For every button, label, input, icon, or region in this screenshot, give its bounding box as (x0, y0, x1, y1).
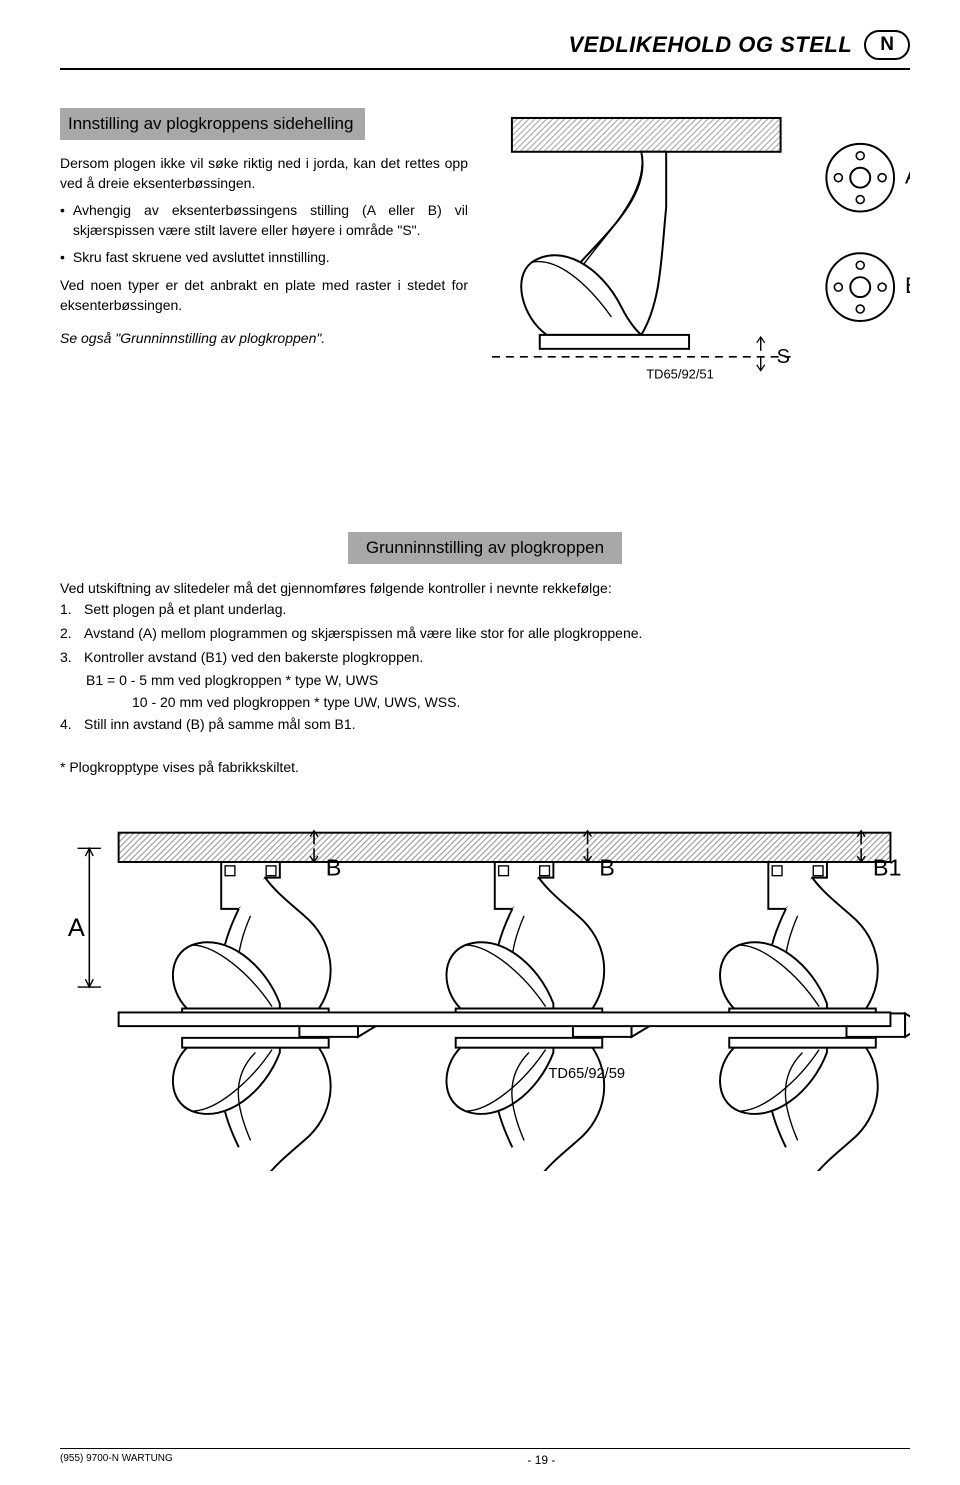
section2-sub2: 10 - 20 mm ved plogkroppen * type UW, UW… (60, 692, 910, 714)
section1-p2: Ved noen typer er det anbrakt en plate m… (60, 276, 468, 315)
section2-heading: Grunninnstilling av plogkroppen (348, 532, 622, 564)
figure-1: A B S (492, 108, 910, 407)
section2-item1: 1. Sett plogen på et plant underlag. (60, 599, 910, 621)
figure2-label-b: B (599, 855, 615, 881)
item-text: Still inn avstand (B) på samme mål som B… (84, 714, 356, 736)
page-header: VEDLIKEHOLD OG STELL N (60, 30, 910, 60)
section2-body: Ved utskiftning av slitedeler må det gje… (60, 578, 910, 780)
detail-a (826, 144, 894, 212)
item-text: Kontroller avstand (B1) ved den bakerste… (84, 647, 423, 669)
header-badge: N (864, 30, 910, 60)
section2-heading-wrap: Grunninnstilling av plogkroppen (60, 532, 910, 564)
figure1-caption: TD65/92/51 (646, 367, 714, 382)
section1-b1-text: Avhengig av eksenterbøssingens stilling … (73, 201, 468, 240)
item-num: 4. (60, 714, 78, 736)
section1-text-column: Innstilling av plogkroppens sidehelling … (60, 108, 468, 412)
section1-figure-column: A B S (492, 108, 910, 412)
section2-footnote: * Plogkropptype vises på fabrikkskiltet. (60, 757, 910, 779)
footer-page-number: - 19 - (527, 1453, 555, 1467)
section1-bullet1: • Avhengig av eksenterbøssingens stillin… (60, 201, 468, 240)
section1-body: Dersom plogen ikke vil søke riktig ned i… (60, 154, 468, 349)
figure2-label-b1: B1 (873, 855, 902, 881)
item-text: Avstand (A) mellom plogrammen og skjærsp… (84, 623, 642, 645)
page-footer: (955) 9700-N WARTUNG - 19 - (60, 1448, 910, 1467)
section1-bullet2: • Skru fast skruene ved avsluttet innsti… (60, 248, 468, 268)
item-num: 1. (60, 599, 78, 621)
figure1-label-b: B (905, 273, 910, 298)
footer-left: (955) 9700-N WARTUNG (60, 1453, 173, 1467)
figure2-caption: TD65/92/59 (549, 1066, 626, 1082)
detail-b (826, 253, 894, 321)
section2-item4: 4. Still inn avstand (B) på samme mål so… (60, 714, 910, 736)
section-grunninnstilling: Grunninnstilling av plogkroppen Ved utsk… (60, 532, 910, 780)
section2-sub1: B1 = 0 - 5 mm ved plogkroppen * type W, … (60, 670, 910, 692)
item-num: 2. (60, 623, 78, 645)
figure-2: A B B B1 TD65/92/59 (60, 819, 910, 1176)
figure2-label-a: A (68, 914, 85, 942)
section2-item2: 2. Avstand (A) mellom plogrammen og skjæ… (60, 623, 910, 645)
bullet-icon: • (60, 201, 65, 240)
section1-p1: Dersom plogen ikke vil søke riktig ned i… (60, 154, 468, 193)
header-rule (60, 68, 910, 70)
section1-p3: Se også "Grunninnstilling av plogkroppen… (60, 329, 468, 349)
section1-b2-text: Skru fast skruene ved avsluttet innstill… (73, 248, 330, 268)
bullet-icon: • (60, 248, 65, 268)
figure1-label-s: S (777, 346, 790, 368)
section2-item3: 3. Kontroller avstand (B1) ved den baker… (60, 647, 910, 669)
figure1-label-a: A (905, 164, 910, 189)
item-num: 3. (60, 647, 78, 669)
item-text: Sett plogen på et plant underlag. (84, 599, 286, 621)
figure2-label-b: B (326, 855, 342, 881)
section2-intro: Ved utskiftning av slitedeler må det gje… (60, 578, 910, 600)
page-title: VEDLIKEHOLD OG STELL (568, 32, 852, 58)
section-sidehelling: Innstilling av plogkroppens sidehelling … (60, 108, 910, 412)
section1-heading: Innstilling av plogkroppens sidehelling (60, 108, 365, 140)
